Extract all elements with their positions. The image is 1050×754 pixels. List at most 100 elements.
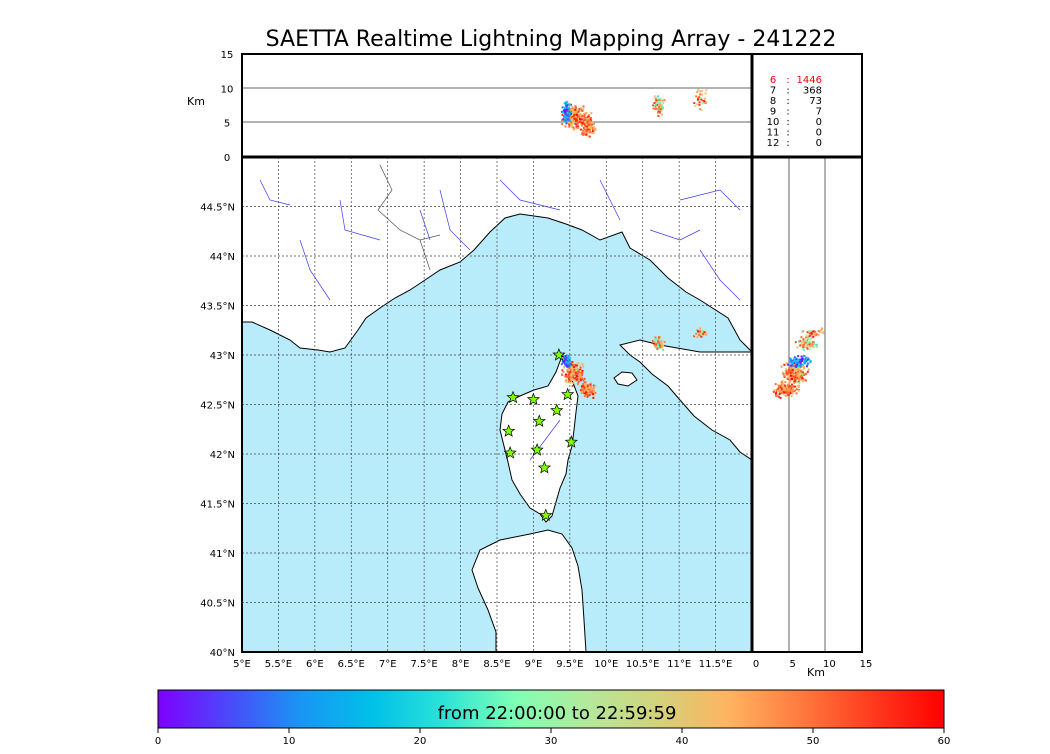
land-italy-south [619, 339, 752, 461]
lightning-side-point [788, 366, 791, 369]
lightning-point [562, 361, 565, 364]
lightning-altitude-point [660, 103, 663, 106]
altitude-y-ticks: 0 5 10 15 [221, 50, 234, 164]
lightning-point [582, 383, 585, 386]
lightning-side-point [822, 331, 825, 334]
lightning-side-point [794, 367, 797, 370]
lightning-side-point [797, 380, 800, 383]
lightning-side-point [806, 370, 809, 373]
lon-tick-label: 9.5°E [556, 659, 583, 670]
lightning-side-point [790, 384, 793, 387]
lightning-point [574, 372, 577, 375]
lightning-side-point [803, 355, 806, 358]
lightning-point [590, 388, 593, 391]
lightning-side-point [796, 377, 799, 380]
lightning-altitude-point [587, 131, 590, 134]
lightning-point [693, 335, 696, 338]
lightning-side-point [801, 347, 804, 350]
lightning-side-point [791, 360, 794, 363]
lightning-point [700, 334, 703, 337]
colorbar-tick-label: 20 [414, 736, 427, 747]
lightning-side-point [814, 343, 817, 346]
lightning-altitude-point [561, 119, 564, 122]
lightning-side-point [778, 393, 781, 396]
lon-tick-label: 7°E [379, 659, 397, 670]
lightning-side-point [785, 390, 788, 393]
lightning-altitude-point [583, 131, 586, 134]
lightning-side-point [778, 391, 781, 394]
station-count-sep: : [786, 75, 789, 86]
lightning-altitude-point [587, 114, 590, 117]
lightning-side-point [806, 346, 809, 349]
lightning-side-point [794, 379, 797, 382]
lightning-side-point [798, 374, 801, 377]
lightning-point [570, 365, 573, 368]
lightning-point [583, 377, 586, 380]
lightning-altitude-point [655, 99, 658, 102]
lightning-altitude-point [654, 96, 657, 99]
lightning-point [576, 372, 579, 375]
lightning-altitude-point [587, 117, 590, 120]
lightning-side-point [802, 344, 805, 347]
lat-tick-label: 42.5°N [200, 401, 235, 412]
lon-tick-label: 5.5°E [265, 659, 292, 670]
lightning-side-point [808, 340, 811, 343]
lightning-point [566, 373, 569, 376]
lightning-altitude-point [575, 107, 578, 110]
lightning-point [580, 387, 583, 390]
lightning-side-point [804, 358, 807, 361]
lightning-point [561, 373, 564, 376]
lightning-altitude-point [654, 105, 657, 108]
lat-tick-label: 43.5°N [200, 302, 235, 313]
lightning-altitude-point [577, 118, 580, 121]
lightning-altitude-point [699, 90, 702, 93]
lightning-altitude-point [577, 115, 580, 118]
lightning-altitude-point [591, 127, 594, 130]
lightning-side-point [777, 387, 780, 390]
lightning-altitude-point [698, 108, 701, 111]
lightning-altitude-point [577, 125, 580, 128]
lightning-altitude-point [698, 95, 701, 98]
lightning-side-point [773, 389, 776, 392]
station-counts-bg [752, 54, 862, 157]
colorbar-ticks: 0 10 20 30 40 50 60 [155, 728, 950, 747]
lightning-side-point [786, 372, 789, 375]
land-elba [613, 371, 638, 387]
station-star [537, 460, 552, 474]
lightning-point [652, 340, 655, 343]
lightning-altitude-point [586, 125, 589, 128]
lightning-point [565, 362, 568, 365]
station-count-stations: 7 [770, 86, 776, 97]
lightning-side-point [801, 373, 804, 376]
lightning-point [654, 341, 657, 344]
lightning-altitude-point [587, 129, 590, 132]
lightning-altitude-point [585, 111, 588, 114]
lightning-side-point [778, 388, 781, 391]
side-tick-label: 5 [789, 659, 795, 670]
lightning-altitude-point [587, 124, 590, 127]
lightning-point [591, 387, 594, 390]
lightning-altitude-point [582, 122, 585, 125]
lightning-side-point [795, 388, 798, 391]
lightning-altitude-point [587, 128, 590, 131]
lightning-point [574, 375, 577, 378]
lightning-side-point [801, 363, 804, 366]
lon-tick-label: 5°E [233, 659, 251, 670]
lightning-point [654, 346, 657, 349]
lightning-altitude-point [652, 104, 655, 107]
lightning-altitude-point [660, 109, 663, 112]
lightning-side-point [782, 392, 785, 395]
station-count-stations: 9 [770, 107, 776, 118]
lightning-altitude-point [569, 103, 572, 106]
lightning-altitude-point [586, 126, 589, 129]
lightning-point [575, 376, 578, 379]
lightning-altitude-point [700, 98, 703, 101]
lightning-side-point [808, 343, 811, 346]
lightning-altitude-point [575, 127, 578, 130]
lightning-side-point [797, 361, 800, 364]
lightning-point [583, 390, 586, 393]
lightning-altitude-point [576, 116, 579, 119]
lightning-altitude-point [585, 123, 588, 126]
lightning-altitude-point [568, 117, 571, 120]
lightning-side-point [811, 340, 814, 343]
